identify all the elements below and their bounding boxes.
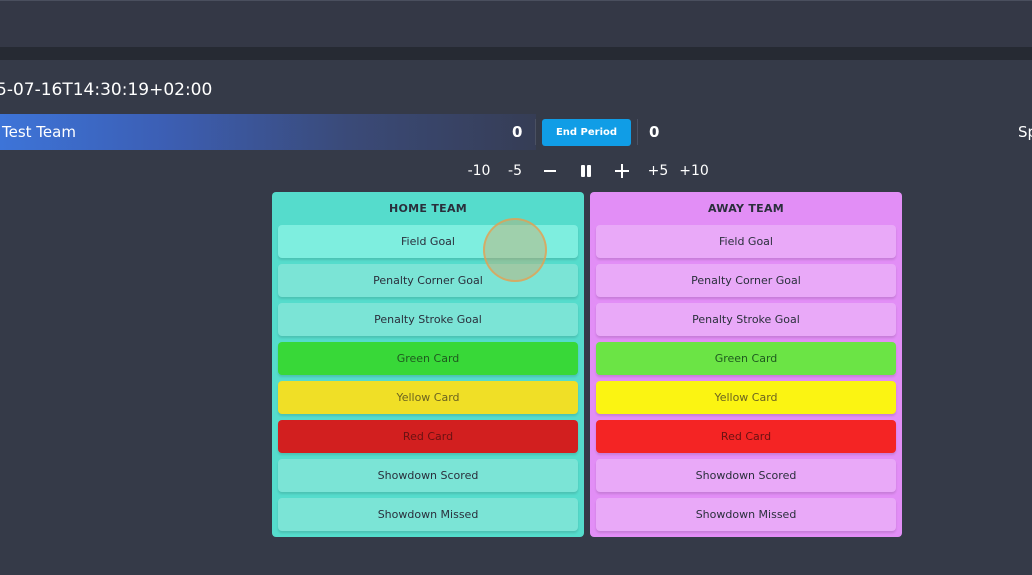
match-timestamp: 5-07-16T14:30:19+02:00 bbox=[0, 80, 213, 100]
pause-icon bbox=[580, 165, 592, 177]
minus-10-button[interactable]: -10 bbox=[467, 163, 491, 179]
away-team-name-cut: Sp bbox=[1018, 123, 1032, 141]
score-bar bbox=[0, 114, 536, 150]
home-team-panel: HOME TEAM Field Goal Penalty Corner Goal… bbox=[272, 192, 584, 537]
away-team-panel: AWAY TEAM Field Goal Penalty Corner Goal… bbox=[590, 192, 902, 537]
away-penalty-stroke-goal-button[interactable]: Penalty Stroke Goal bbox=[596, 303, 896, 336]
away-penalty-corner-goal-button[interactable]: Penalty Corner Goal bbox=[596, 264, 896, 297]
home-yellow-card-button[interactable]: Yellow Card bbox=[278, 381, 578, 414]
home-panel-title: HOME TEAM bbox=[388, 202, 468, 215]
score-divider bbox=[535, 119, 536, 145]
home-score: 0 bbox=[512, 123, 523, 141]
top-bar bbox=[0, 0, 1032, 47]
plus-5-button[interactable]: +5 bbox=[647, 163, 669, 179]
score-divider bbox=[637, 119, 638, 145]
home-red-card-button[interactable]: Red Card bbox=[278, 420, 578, 453]
home-team-name: Test Team bbox=[2, 123, 76, 141]
away-showdown-scored-button[interactable]: Showdown Scored bbox=[596, 459, 896, 492]
minus-icon bbox=[544, 170, 556, 172]
plus-10-button[interactable]: +10 bbox=[679, 163, 709, 179]
away-score: 0 bbox=[649, 123, 660, 141]
away-red-card-button[interactable]: Red Card bbox=[596, 420, 896, 453]
end-period-button[interactable]: End Period bbox=[542, 119, 631, 146]
decrement-button[interactable] bbox=[535, 160, 565, 182]
home-green-card-button[interactable]: Green Card bbox=[278, 342, 578, 375]
pause-button[interactable] bbox=[571, 160, 601, 182]
away-yellow-card-button[interactable]: Yellow Card bbox=[596, 381, 896, 414]
clock-controls: -10 -5 +5 +10 bbox=[0, 160, 1032, 182]
home-penalty-corner-goal-button[interactable]: Penalty Corner Goal bbox=[278, 264, 578, 297]
top-bar-divider bbox=[0, 47, 1032, 60]
away-showdown-missed-button[interactable]: Showdown Missed bbox=[596, 498, 896, 531]
minus-5-button[interactable]: -5 bbox=[508, 163, 522, 179]
home-field-goal-button[interactable]: Field Goal bbox=[278, 225, 578, 258]
away-green-card-button[interactable]: Green Card bbox=[596, 342, 896, 375]
home-penalty-stroke-goal-button[interactable]: Penalty Stroke Goal bbox=[278, 303, 578, 336]
away-field-goal-button[interactable]: Field Goal bbox=[596, 225, 896, 258]
home-showdown-missed-button[interactable]: Showdown Missed bbox=[278, 498, 578, 531]
increment-button[interactable] bbox=[607, 160, 637, 182]
home-showdown-scored-button[interactable]: Showdown Scored bbox=[278, 459, 578, 492]
away-panel-title: AWAY TEAM bbox=[707, 202, 785, 215]
plus-icon bbox=[615, 164, 629, 178]
